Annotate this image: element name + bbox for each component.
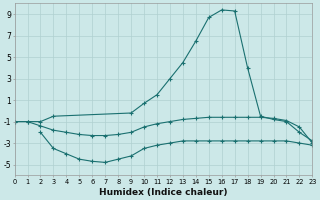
X-axis label: Humidex (Indice chaleur): Humidex (Indice chaleur) [99,188,228,197]
